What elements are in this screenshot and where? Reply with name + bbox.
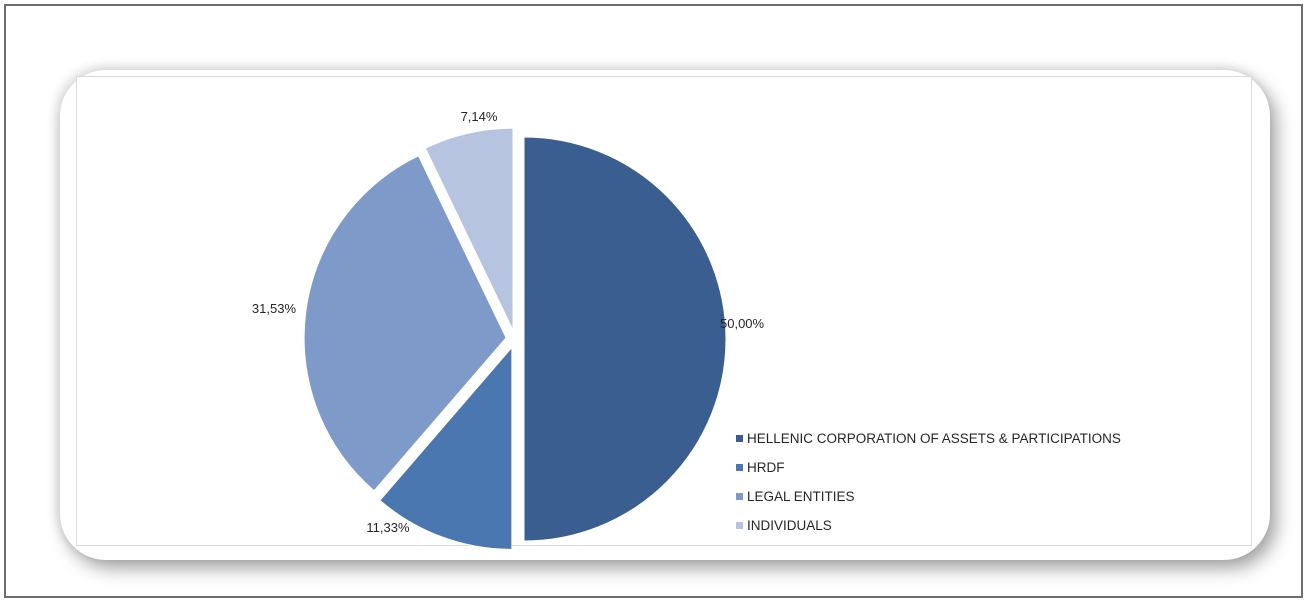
pie-slice-2 bbox=[379, 346, 513, 550]
legend: HELLENIC CORPORATION OF ASSETS & PARTICI… bbox=[736, 424, 1121, 540]
legend-swatch bbox=[736, 493, 743, 500]
legend-item-4: INDIVIDUALS bbox=[736, 511, 1121, 540]
legend-item-2: HRDF bbox=[736, 453, 1121, 482]
pie-slice-1 bbox=[523, 136, 727, 542]
slice-label-2: 11,33% bbox=[366, 520, 410, 535]
pie-slice-4 bbox=[424, 127, 514, 331]
slice-label-3: 31,53% bbox=[252, 301, 297, 316]
legend-label: INDIVIDUALS bbox=[747, 518, 832, 533]
legend-label: HELLENIC CORPORATION OF ASSETS & PARTICI… bbox=[747, 431, 1121, 446]
slice-label-1: 50,00% bbox=[720, 316, 765, 331]
legend-label: LEGAL ENTITIES bbox=[747, 489, 855, 504]
legend-swatch bbox=[736, 522, 743, 529]
pie-slice-3 bbox=[303, 155, 507, 492]
legend-item-3: LEGAL ENTITIES bbox=[736, 482, 1121, 511]
legend-swatch bbox=[736, 435, 743, 442]
slice-label-4: 7,14% bbox=[461, 109, 498, 124]
legend-label: HRDF bbox=[747, 460, 785, 475]
legend-swatch bbox=[736, 464, 743, 471]
legend-item-1: HELLENIC CORPORATION OF ASSETS & PARTICI… bbox=[736, 424, 1121, 453]
